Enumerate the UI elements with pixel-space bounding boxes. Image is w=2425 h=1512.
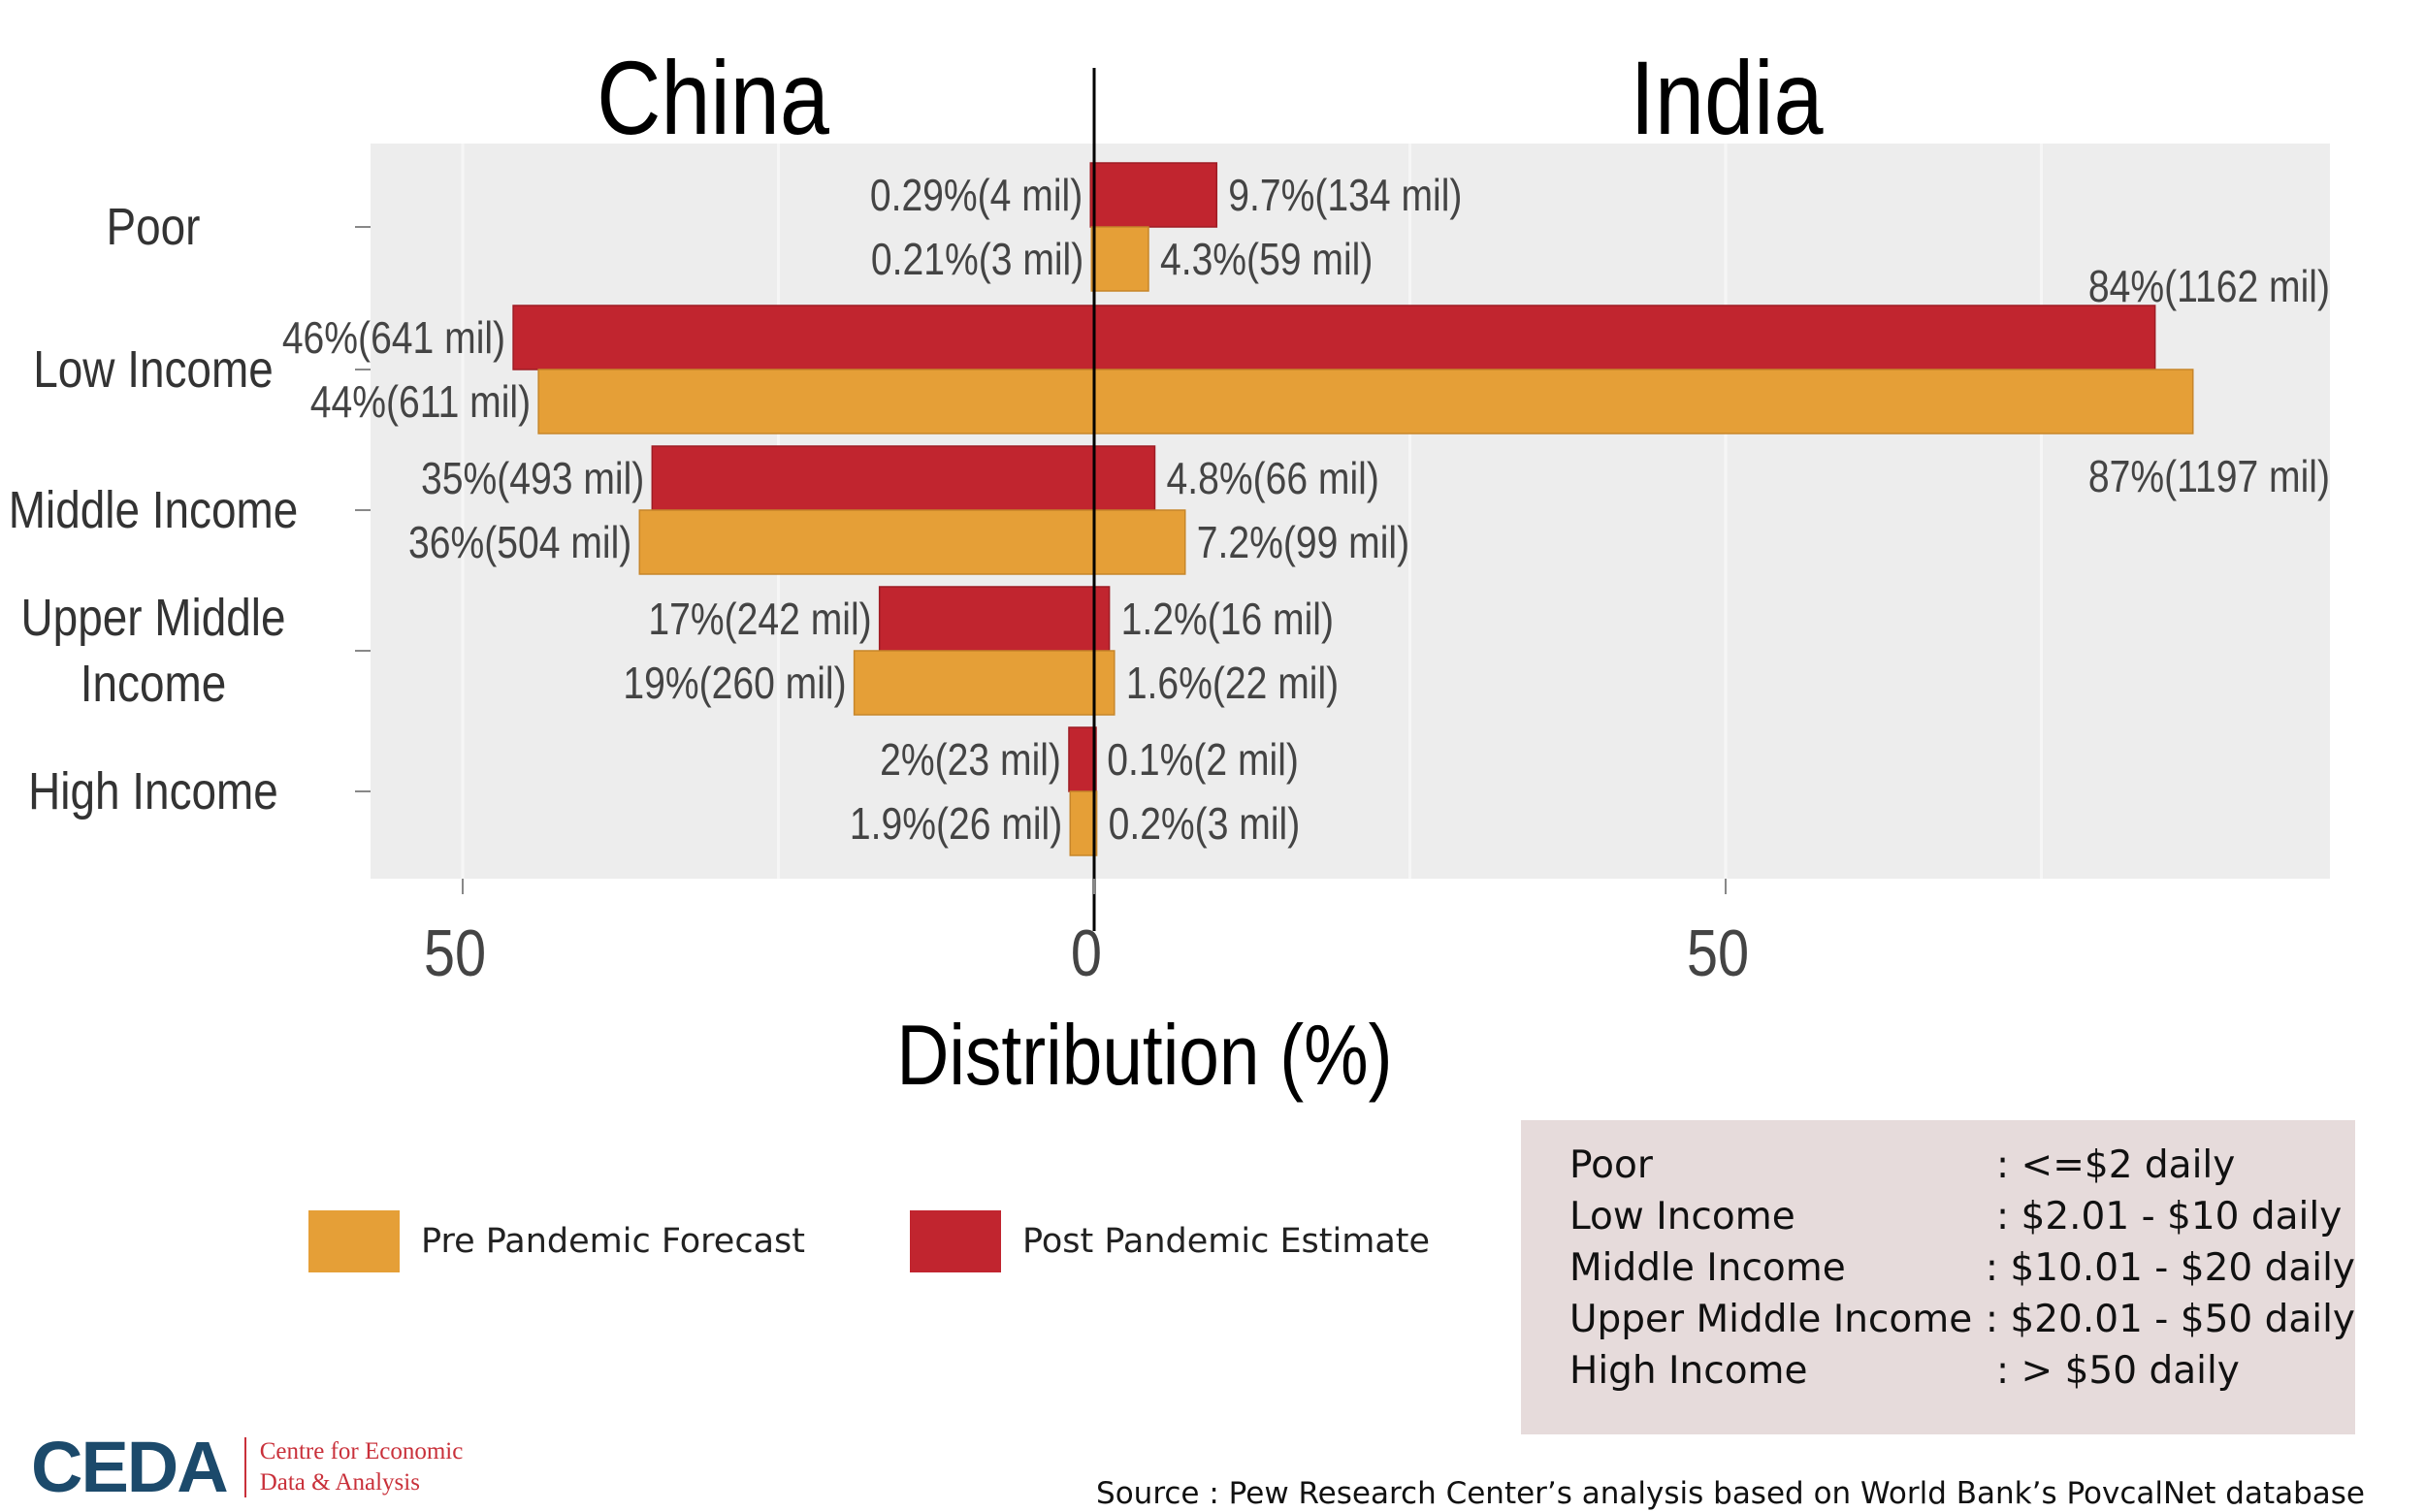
logo-line-1: Centre for Economic — [259, 1437, 464, 1464]
x-tick-label: 50 — [424, 917, 486, 990]
definition-row: High Income : > $50 daily — [1569, 1345, 2355, 1397]
data-label: 87%(1197 mil) — [2088, 452, 2330, 502]
legend: Pre Pandemic Forecast Post Pandemic Esti… — [308, 1210, 1535, 1272]
bar-china-pre — [638, 509, 1095, 575]
x-tick-label: 0 — [1071, 917, 1102, 990]
data-label: 0.21%(3 mil) — [871, 235, 1083, 285]
bar-india-pre — [1093, 509, 1186, 575]
definition-range: : $10.01 - $20 daily — [1985, 1246, 2355, 1290]
legend-swatch-pre — [308, 1210, 400, 1272]
china-heading: China — [597, 40, 829, 157]
definition-name: High Income — [1569, 1349, 1808, 1393]
definition-range: : > $50 daily — [1996, 1349, 2240, 1393]
income-definitions-box: Poor : <=$2 daily Low Income : $2.01 - $… — [1521, 1120, 2355, 1434]
logo-mark: CEDA — [31, 1427, 229, 1507]
data-label: 19%(260 mil) — [623, 659, 846, 709]
category-label-line: Income — [81, 655, 227, 713]
definition-name: Poor — [1569, 1143, 1653, 1187]
bar-china-pre — [537, 369, 1095, 434]
bar-india-post — [1093, 162, 1218, 228]
bar-china-post — [651, 445, 1095, 511]
data-label: 0.29%(4 mil) — [870, 171, 1083, 221]
data-label: 2%(23 mil) — [880, 735, 1061, 786]
data-label: 46%(641 mil) — [282, 313, 505, 364]
data-label: 44%(611 mil) — [310, 377, 531, 428]
category-label: High Income — [28, 762, 278, 820]
bar-india-post — [1093, 586, 1111, 652]
category-label-line: Poor — [107, 198, 201, 256]
data-label: 7.2%(99 mil) — [1197, 518, 1409, 568]
ceda-logo: CEDA Centre for Economic Data & Analysis — [31, 1426, 463, 1508]
data-label: 1.2%(16 mil) — [1121, 595, 1334, 645]
definition-name: Upper Middle Income — [1569, 1298, 1973, 1341]
bar-india-pre — [1093, 226, 1149, 292]
category-labels: Poor Low Income Middle Income Upper Middle I… — [9, 198, 371, 820]
x-tick-label: 50 — [1687, 917, 1749, 990]
data-label: 0.1%(2 mil) — [1107, 735, 1299, 786]
category-label-line: Low Income — [33, 340, 273, 399]
definition-row: Middle Income : $10.01 - $20 daily — [1569, 1242, 2355, 1294]
bar-china-post — [512, 305, 1095, 370]
legend-label-pre: Pre Pandemic Forecast — [421, 1222, 805, 1261]
bar-china-pre — [1069, 790, 1095, 856]
category-label: Low Income — [33, 340, 273, 399]
data-label: 36%(504 mil) — [408, 518, 631, 568]
distribution-chart: China India 0.29%(4 mil) 9.7%(134 mil) 46%… — [9, 40, 2330, 1103]
legend-label-post: Post Pandemic Estimate — [1021, 1222, 1431, 1261]
category-label-line: Upper Middle — [21, 589, 286, 647]
definition-range: : $2.01 - $10 daily — [1996, 1195, 2343, 1239]
category-label-line: High Income — [28, 762, 278, 820]
definition-range: : <=$2 daily — [1996, 1143, 2236, 1187]
x-axis-label: Distribution (%) — [896, 1008, 1392, 1103]
category-label: Poor — [107, 198, 201, 256]
data-label: 9.7%(134 mil) — [1228, 171, 1462, 221]
india-heading: India — [1630, 40, 1823, 157]
legend-item-post: Post Pandemic Estimate — [909, 1210, 1431, 1272]
data-label: 1.6%(22 mil) — [1126, 659, 1339, 709]
bar-india-pre — [1093, 650, 1116, 716]
category-label: Middle Income — [9, 481, 298, 539]
definition-row: Low Income : $2.01 - $10 daily — [1569, 1191, 2355, 1242]
category-label-line: Middle Income — [9, 481, 298, 539]
legend-item-pre: Pre Pandemic Forecast — [308, 1210, 805, 1272]
data-label: 4.8%(66 mil) — [1166, 454, 1378, 504]
bar-china-post — [1068, 726, 1095, 792]
logo-text: Centre for Economic Data & Analysis — [260, 1436, 464, 1498]
logo-line-2: Data & Analysis — [259, 1468, 420, 1496]
definition-range: : $20.01 - $50 daily — [1985, 1298, 2355, 1341]
x-tick-labels: 50 0 50 — [424, 879, 1749, 990]
bar-china-pre — [853, 650, 1095, 716]
definition-row: Poor : <=$2 daily — [1569, 1140, 2355, 1191]
logo-divider — [243, 1436, 246, 1497]
data-label: 4.3%(59 mil) — [1160, 235, 1373, 285]
bars-group: 0.29%(4 mil) 9.7%(134 mil) 46%(641 mil) 84%… — [282, 162, 2330, 856]
source-note: Source : Pew Research Center’s analysis … — [1096, 1476, 2365, 1511]
bar-india-post — [1093, 305, 2156, 370]
bar-china-post — [878, 586, 1095, 652]
definition-row: Upper Middle Income : $20.01 - $50 daily — [1569, 1294, 2355, 1345]
data-label: 1.9%(26 mil) — [850, 799, 1062, 850]
category-label: Upper Middle Income — [21, 589, 286, 713]
data-label: 35%(493 mil) — [421, 454, 644, 504]
data-label: 84%(1162 mil) — [2088, 262, 2330, 312]
bar-india-pre — [1093, 369, 2194, 434]
legend-swatch-post — [909, 1210, 1001, 1272]
data-label: 0.2%(3 mil) — [1109, 799, 1301, 850]
data-label: 17%(242 mil) — [648, 595, 871, 645]
definition-name: Low Income — [1569, 1195, 1795, 1239]
definition-name: Middle Income — [1569, 1246, 1846, 1290]
bar-india-post — [1093, 445, 1156, 511]
